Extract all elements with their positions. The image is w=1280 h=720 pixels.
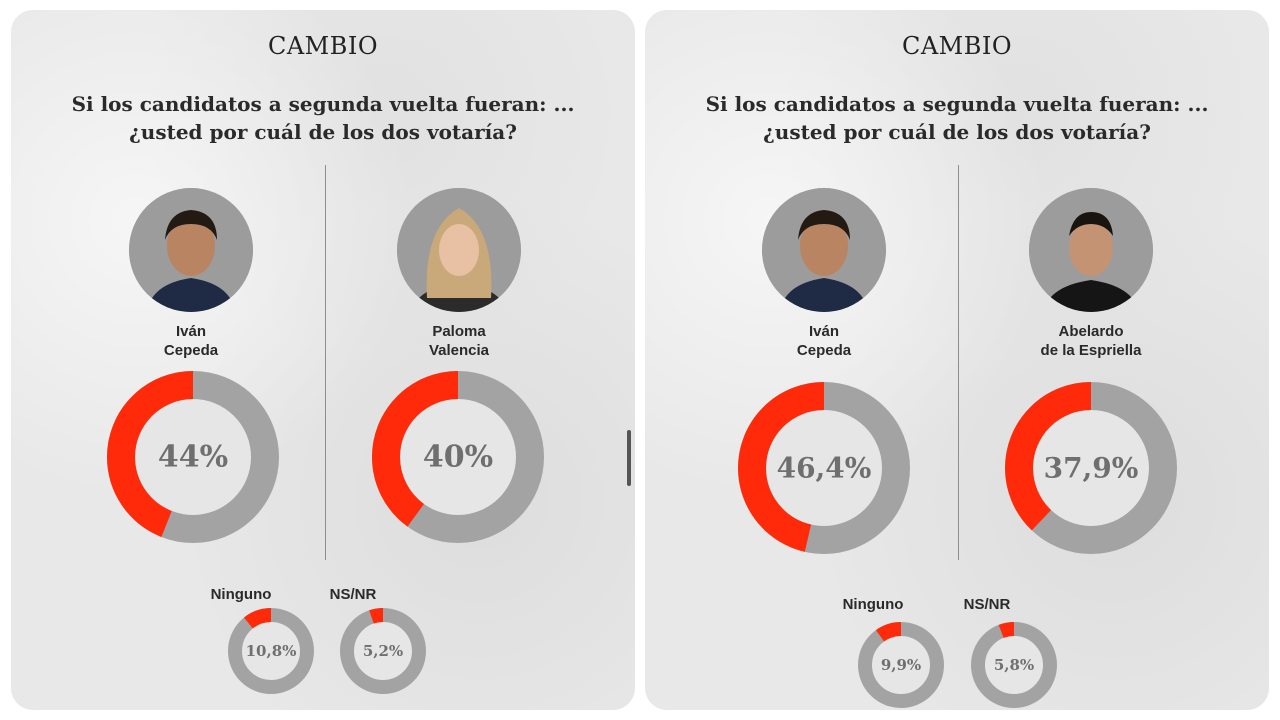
question-title: Si los candidatos a segunda vuelta fuera… (675, 90, 1239, 146)
candidate-name-line-1: Iván (175, 323, 206, 340)
question-title: Si los candidatos a segunda vuelta fuera… (41, 90, 605, 146)
candidate-name-line-1: Paloma (432, 323, 486, 340)
candidate-name-line-2: Valencia (428, 342, 490, 359)
donut-value-arc (372, 371, 544, 543)
donut-chart-ninguno: 10,8% (228, 608, 314, 694)
person-photo-icon (1029, 188, 1153, 312)
person-photo-icon (397, 188, 521, 312)
candidate-avatar-person-photo-icon (397, 188, 521, 312)
candidate-name-line-2: de la Espriella (1040, 342, 1142, 359)
candidate-name: Abelardo de la Espriella (991, 322, 1191, 360)
donut-hole (242, 622, 300, 680)
donut-chart-candidate-1: 46,4% (738, 382, 910, 554)
donut-value-arc (738, 382, 910, 554)
column-divider (958, 165, 959, 560)
donut-value-arc (971, 622, 1057, 708)
candidate-name-line-2: Cepeda (163, 342, 219, 359)
donut-value-label: 10,8% (246, 642, 297, 660)
candidate-name-line-1: Abelardo (1058, 323, 1124, 340)
donut-value-label: 40% (423, 440, 493, 475)
candidate-avatar-person-photo-icon (762, 188, 886, 312)
candidate-name: Iván Cepeda (91, 322, 291, 360)
donut-value-arc (858, 622, 944, 708)
donut-value-arc (107, 371, 279, 543)
question-line-1: Si los candidatos a segunda vuelta fuera… (71, 92, 575, 116)
candidate-avatar-person-photo-icon (1029, 188, 1153, 312)
donut-hole (400, 399, 516, 515)
donut-chart-candidate-2: 37,9% (1005, 382, 1177, 554)
donut-value-label: 37,9% (1044, 452, 1139, 485)
others-label: NS/NR (329, 586, 377, 603)
donut-value-label: 44% (158, 440, 228, 475)
candidate-name-line-2: Cepeda (796, 342, 852, 359)
scrollbar-thumb[interactable] (627, 430, 631, 486)
donut-chart-nsnr: 5,8% (971, 622, 1057, 708)
donut-value-label: 9,9% (881, 656, 921, 674)
question-line-2: ¿usted por cuál de los dos votaría? (129, 120, 517, 144)
donut-chart-candidate-2: 40% (372, 371, 544, 543)
donut-hole (1033, 410, 1149, 526)
donut-hole (135, 399, 251, 515)
person-photo-icon (762, 188, 886, 312)
column-divider (325, 165, 326, 560)
donut-value-arc (1005, 382, 1177, 554)
others-label: Ninguno (210, 586, 272, 603)
donut-value-label: 5,8% (994, 656, 1034, 674)
candidate-name-line-1: Iván (808, 323, 839, 340)
question-line-1: Si los candidatos a segunda vuelta fuera… (705, 92, 1209, 116)
others-label: NS/NR (963, 596, 1011, 613)
candidate-name: Iván Cepeda (724, 322, 924, 360)
donut-hole (354, 622, 412, 680)
donut-hole (985, 636, 1043, 694)
brand-logo: CAMBIO (267, 32, 379, 60)
donut-value-label: 46,4% (777, 452, 872, 485)
question-line-2: ¿usted por cuál de los dos votaría? (763, 120, 1151, 144)
donut-value-label: 5,2% (363, 642, 403, 660)
person-photo-icon (129, 188, 253, 312)
candidate-name: Paloma Valencia (359, 322, 559, 360)
poll-card-right: CAMBIO Si los candidatos a segunda vuelt… (645, 10, 1269, 710)
donut-chart-candidate-1: 44% (107, 371, 279, 543)
others-label: Ninguno (842, 596, 904, 613)
donut-value-arc (228, 608, 314, 694)
candidate-avatar-person-photo-icon (129, 188, 253, 312)
donut-hole (766, 410, 882, 526)
donut-hole (872, 636, 930, 694)
donut-value-arc (340, 608, 426, 694)
donut-chart-ninguno: 9,9% (858, 622, 944, 708)
donut-chart-nsnr: 5,2% (340, 608, 426, 694)
brand-logo: CAMBIO (901, 32, 1013, 60)
poll-card-left: CAMBIO Si los candidatos a segunda vuelt… (11, 10, 635, 710)
